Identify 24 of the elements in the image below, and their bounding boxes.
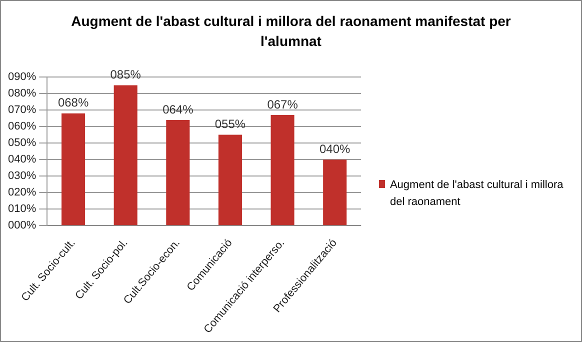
y-tick-label: 070% bbox=[8, 104, 36, 116]
legend-label: Augment de l'abast cultural i millora del raonament bbox=[390, 178, 564, 210]
bar bbox=[62, 113, 86, 226]
data-label: 067% bbox=[267, 97, 298, 112]
y-tick-label: 040% bbox=[8, 154, 36, 166]
bar bbox=[166, 120, 190, 226]
bar bbox=[270, 114, 294, 226]
y-tick-label: 090% bbox=[8, 71, 36, 84]
data-label: 085% bbox=[110, 68, 142, 82]
y-tick-label: 050% bbox=[8, 137, 36, 150]
y-tick-label: 020% bbox=[8, 186, 36, 199]
data-label: 040% bbox=[319, 142, 351, 156]
data-label: 055% bbox=[214, 117, 246, 132]
bar bbox=[218, 134, 242, 226]
chart-title: Augment de l'abast cultural i millora del raonament manifestat per l'alumnat bbox=[70, 12, 512, 51]
y-tick-label: 030% bbox=[8, 170, 36, 182]
data-label: 068% bbox=[58, 96, 89, 110]
bar bbox=[323, 160, 347, 226]
y-tick-label: 010% bbox=[8, 203, 36, 216]
y-tick-label: 000% bbox=[8, 220, 36, 232]
y-tick-label: 080% bbox=[8, 88, 36, 100]
y-tick-label: 060% bbox=[8, 120, 36, 133]
bar bbox=[114, 85, 138, 226]
data-label: 064% bbox=[162, 102, 194, 116]
